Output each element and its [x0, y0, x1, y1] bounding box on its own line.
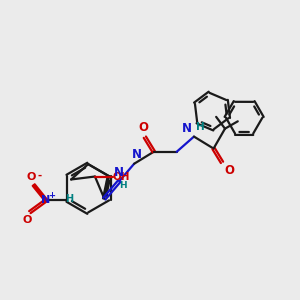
Text: H: H: [119, 181, 127, 190]
Text: O: O: [224, 164, 234, 177]
Text: N: N: [182, 122, 192, 135]
Text: -: -: [37, 170, 41, 180]
Text: +: +: [48, 191, 55, 200]
Text: H: H: [196, 122, 205, 133]
Text: N: N: [41, 195, 51, 205]
Text: H: H: [64, 194, 73, 204]
Text: O: O: [22, 215, 32, 225]
Text: N: N: [114, 166, 124, 179]
Text: OH: OH: [113, 172, 130, 182]
Text: O: O: [27, 172, 36, 182]
Text: N: N: [131, 148, 142, 161]
Text: O: O: [138, 121, 148, 134]
